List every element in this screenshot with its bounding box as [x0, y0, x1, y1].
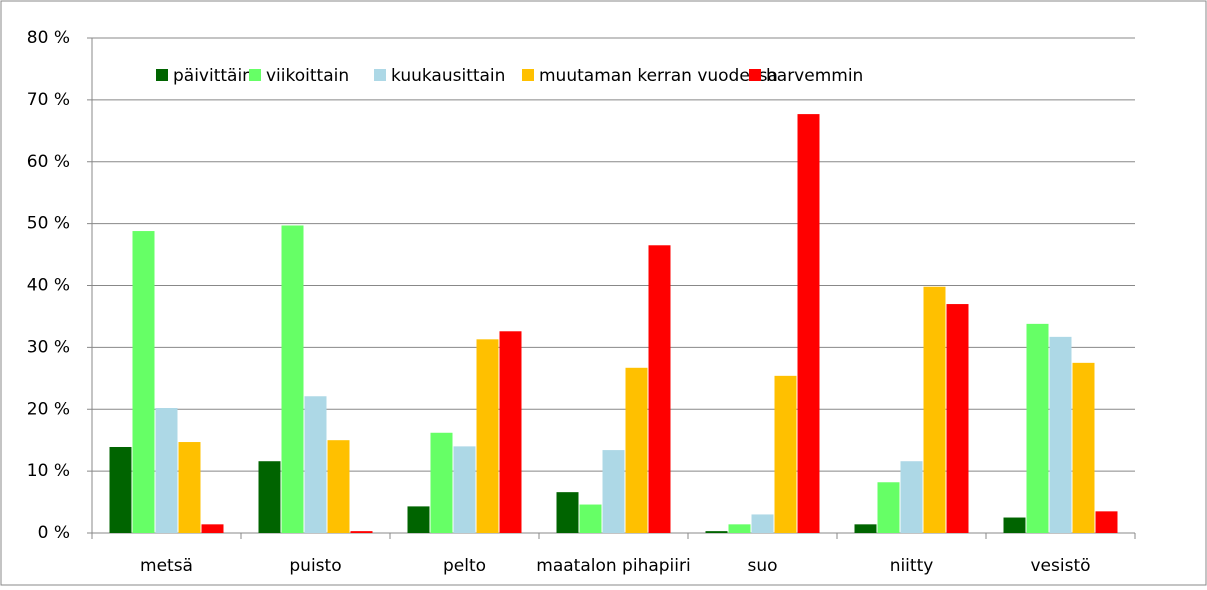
- y-tick-label: 0 %: [38, 523, 70, 543]
- bar: [281, 225, 304, 533]
- x-tick-label: pelto: [443, 556, 486, 576]
- legend-label: harvemmin: [766, 66, 863, 86]
- bar: [1003, 517, 1026, 533]
- bar: [946, 304, 969, 533]
- bar: [155, 408, 178, 533]
- bar: [797, 114, 820, 533]
- x-tick-label: maatalon pihapiiri: [536, 556, 690, 576]
- bar: [430, 432, 453, 533]
- bar: [1072, 362, 1095, 533]
- bar: [602, 450, 625, 533]
- y-tick-label: 10 %: [27, 461, 70, 481]
- x-tick-label: niitty: [890, 556, 934, 576]
- x-tick-label: vesistö: [1030, 556, 1090, 576]
- y-tick-label: 30 %: [27, 337, 70, 357]
- bar: [648, 245, 671, 533]
- y-tick-label: 70 %: [27, 90, 70, 110]
- bar: [1026, 323, 1049, 533]
- bar: [350, 531, 373, 533]
- bar: [109, 446, 132, 533]
- legend-label: muutaman kerran vuodessa: [539, 66, 778, 86]
- bar: [579, 504, 602, 533]
- y-tick-label: 50 %: [27, 214, 70, 234]
- legend-label: kuukausittain: [391, 66, 505, 86]
- legend-swatch: [249, 69, 261, 81]
- legend-swatch: [749, 69, 761, 81]
- legend-label: viikoittain: [266, 66, 349, 86]
- bar: [923, 286, 946, 533]
- bar: [304, 396, 327, 533]
- bar: [705, 531, 728, 533]
- bar: [132, 231, 155, 534]
- legend-swatch: [522, 69, 534, 81]
- bar: [476, 339, 499, 533]
- bar: [556, 492, 579, 533]
- bar: [728, 524, 751, 533]
- x-tick-label: puisto: [289, 556, 341, 576]
- y-tick-label: 80 %: [27, 28, 70, 48]
- y-tick-label: 20 %: [27, 399, 70, 419]
- bar: [625, 367, 648, 533]
- bar: [854, 524, 877, 533]
- bar: [1049, 336, 1072, 533]
- bar: [877, 482, 900, 533]
- bar: [407, 506, 430, 533]
- bar: [453, 446, 476, 533]
- bar: [201, 524, 224, 533]
- legend-label: päivittäin: [173, 66, 253, 86]
- bar: [774, 375, 797, 533]
- x-tick-label: suo: [747, 556, 777, 576]
- y-tick-label: 40 %: [27, 276, 70, 296]
- y-tick-label: 60 %: [27, 152, 70, 172]
- bar: [499, 331, 522, 533]
- bar: [327, 440, 350, 533]
- bar: [751, 514, 774, 533]
- x-tick-label: metsä: [140, 556, 193, 576]
- legend-swatch: [156, 69, 168, 81]
- bar: [178, 442, 201, 533]
- bar: [900, 461, 923, 533]
- legend-swatch: [374, 69, 386, 81]
- bar: [258, 461, 281, 533]
- bar: [1095, 511, 1118, 533]
